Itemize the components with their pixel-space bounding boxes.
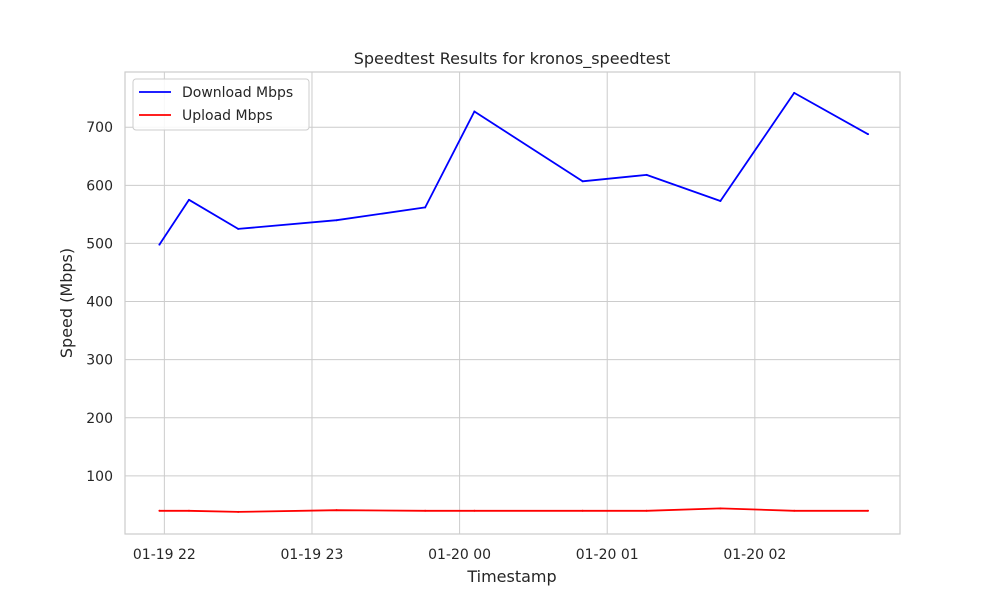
- y-tick-label: 300: [86, 353, 113, 369]
- x-tick-label: 01-19 23: [281, 547, 344, 563]
- data-point-download: [335, 219, 338, 222]
- data-point-download: [719, 200, 722, 203]
- x-tick-label: 01-20 02: [723, 547, 786, 563]
- legend: Download Mbps Upload Mbps: [132, 78, 310, 131]
- data-point-download: [867, 133, 870, 136]
- y-tick-label: 700: [86, 120, 113, 136]
- data-point-upload: [719, 507, 722, 510]
- data-point-download: [473, 110, 476, 113]
- data-point-upload: [473, 509, 476, 512]
- x-axis-label: Timestamp: [466, 567, 556, 586]
- plot-frame: [124, 71, 901, 535]
- data-point-upload: [158, 509, 161, 512]
- data-point-upload: [793, 509, 796, 512]
- y-axis-label: Speed (Mbps): [57, 248, 76, 358]
- data-point-upload: [424, 509, 427, 512]
- legend-label-upload: Upload Mbps: [182, 108, 273, 124]
- legend-box: [132, 78, 310, 131]
- data-point-download: [187, 198, 190, 201]
- data-point-upload: [237, 510, 240, 513]
- data-point-download: [645, 173, 648, 176]
- data-point-download: [158, 243, 161, 246]
- y-tick-label: 400: [86, 295, 113, 311]
- y-tick-label: 200: [86, 411, 113, 427]
- y-tick-label: 500: [86, 236, 113, 252]
- chart-title: Speedtest Results for kronos_speedtest: [354, 49, 671, 69]
- x-tick-label: 01-20 00: [428, 547, 491, 563]
- data-point-upload: [645, 509, 648, 512]
- data-point-upload: [581, 509, 584, 512]
- data-point-upload: [187, 509, 190, 512]
- legend-label-download: Download Mbps: [182, 85, 293, 101]
- data-point-upload: [867, 509, 870, 512]
- data-point-download: [793, 91, 796, 94]
- series-layer: [158, 91, 870, 513]
- y-tick-label: 100: [86, 469, 113, 485]
- data-point-upload: [335, 509, 338, 512]
- y-tick-labels: 100 200 300 400 500 600 700: [86, 120, 113, 485]
- plot-background: [125, 72, 900, 534]
- x-tick-label: 01-19 22: [133, 547, 196, 563]
- data-point-download: [424, 206, 427, 209]
- x-tick-labels: 01-19 22 01-19 23 01-20 00 01-20 01 01-20 02: [133, 547, 786, 563]
- data-point-download: [581, 180, 584, 183]
- x-tick-label: 01-20 01: [576, 547, 639, 563]
- data-point-download: [237, 227, 240, 230]
- y-tick-label: 600: [86, 178, 113, 194]
